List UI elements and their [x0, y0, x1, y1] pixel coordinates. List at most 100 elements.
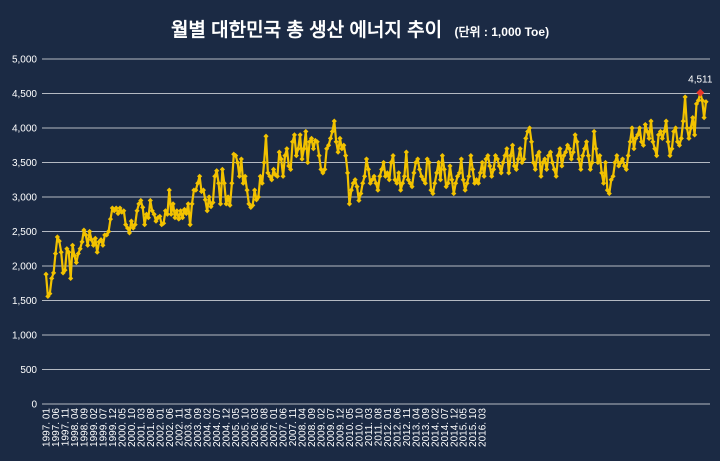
data-point: [291, 132, 298, 138]
x-tick-label: 2011. 03: [364, 408, 375, 447]
data-point: [551, 166, 557, 172]
y-tick-label: 2,500: [12, 227, 37, 238]
data-point: [282, 153, 288, 159]
data-point: [585, 153, 592, 159]
data-point: [229, 180, 235, 186]
data-point: [439, 153, 445, 159]
data-point: [564, 142, 571, 148]
data-point: [561, 153, 567, 159]
data-point: [489, 173, 495, 179]
data-point: [500, 159, 506, 166]
data-point: [329, 128, 335, 135]
data-point: [572, 132, 578, 138]
data-point: [265, 170, 271, 176]
data-point: [257, 173, 263, 179]
data-point: [301, 146, 307, 152]
data-point: [633, 135, 639, 141]
data-point: [322, 166, 328, 172]
data-point: [221, 180, 227, 186]
data-point: [88, 237, 95, 243]
data-point: [481, 173, 487, 179]
chart-title-main: 월별 대한민국 총 생산 에너지 추이: [171, 19, 442, 41]
data-point: [475, 180, 482, 186]
data-point: [591, 128, 597, 135]
data-point: [519, 159, 525, 166]
data-point: [314, 139, 320, 145]
data-point: [396, 170, 402, 176]
data-point: [56, 238, 62, 244]
data-point: [73, 259, 79, 266]
chart-title: 월별 대한민국 총 생산 에너지 추이 (단위 : 1,000 Toe): [171, 19, 549, 41]
data-point: [648, 118, 654, 124]
data-point: [206, 194, 212, 200]
data-point: [576, 156, 582, 162]
data-point: [453, 180, 459, 186]
data-point: [272, 172, 279, 178]
data-point: [399, 180, 406, 186]
data-point: [492, 153, 499, 159]
data-point: [68, 275, 74, 282]
data-point: [369, 177, 375, 183]
data-point: [170, 201, 176, 207]
data-point: [157, 213, 163, 219]
data-point: [244, 187, 250, 193]
data-point: [185, 201, 191, 207]
data-point: [618, 159, 624, 166]
data-point: [443, 184, 449, 190]
x-tick-label: 2014. 02: [430, 408, 441, 447]
data-point: [437, 177, 444, 183]
data-point: [477, 170, 483, 176]
data-point: [483, 156, 489, 162]
data-point: [289, 139, 296, 145]
data-point: [69, 242, 76, 248]
data-point: [162, 208, 169, 214]
data-point: [490, 166, 497, 172]
data-point: [104, 232, 110, 238]
data-point: [525, 128, 531, 135]
data-point: [542, 156, 548, 162]
data-point: [312, 137, 318, 144]
data-point: [655, 132, 662, 138]
x-tick-label: 2003. 04: [184, 408, 195, 447]
data-point: [523, 135, 529, 141]
data-point: [147, 197, 153, 204]
data-point: [417, 166, 423, 172]
data-point: [47, 291, 53, 297]
data-point: [642, 121, 648, 128]
data-point: [360, 180, 366, 186]
data-point: [77, 246, 83, 252]
data-point: [263, 133, 269, 139]
x-tick-label: 2002. 06: [165, 408, 176, 447]
data-point: [307, 139, 313, 145]
data-point: [153, 218, 159, 224]
data-point: [407, 180, 413, 186]
data-point: [219, 166, 225, 172]
x-tick-label: 1999. 02: [89, 408, 100, 447]
data-point: [269, 177, 275, 183]
data-point: [608, 177, 614, 183]
data-point: [549, 159, 555, 166]
data-point: [377, 173, 383, 179]
data-point: [527, 125, 533, 131]
data-point: [640, 142, 647, 148]
data-point: [593, 146, 599, 152]
data-point: [555, 153, 561, 159]
data-point: [637, 125, 643, 131]
data-point: [441, 166, 447, 172]
data-point: [371, 173, 377, 179]
x-tick-label: 2009. 02: [317, 408, 328, 447]
data-point: [236, 173, 243, 179]
data-point: [240, 180, 246, 186]
data-point: [690, 115, 696, 121]
data-point: [212, 173, 218, 179]
data-point: [415, 156, 421, 162]
data-point: [274, 173, 280, 179]
data-point: [682, 94, 688, 100]
data-point: [479, 159, 485, 166]
data-point: [568, 156, 574, 162]
data-point: [373, 180, 379, 186]
data-point: [511, 163, 518, 169]
data-point: [509, 142, 516, 148]
x-tick-label: 2000. 10: [127, 408, 138, 447]
y-tick-label: 4,500: [12, 89, 37, 100]
